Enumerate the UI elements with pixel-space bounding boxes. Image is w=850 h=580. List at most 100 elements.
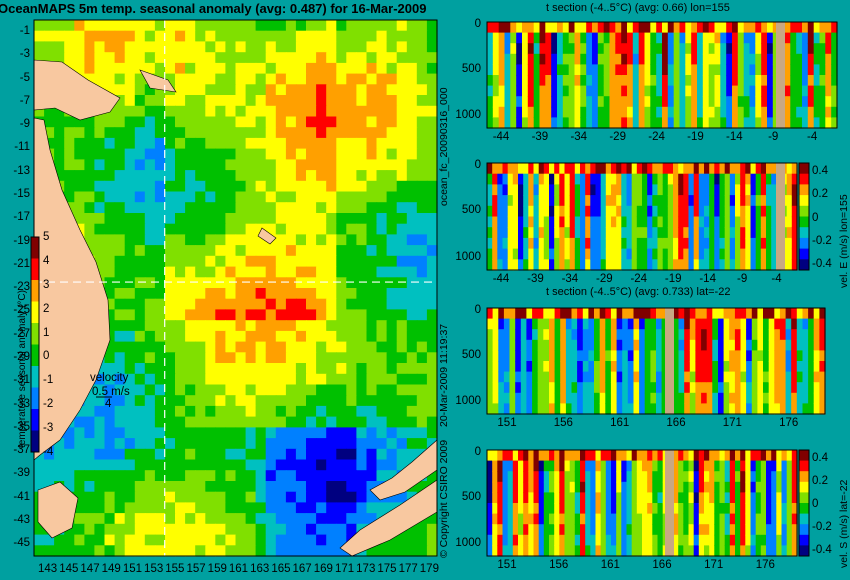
section-cell: [605, 471, 612, 483]
anomaly-cell: [346, 245, 357, 257]
anomaly-cell: [366, 427, 378, 439]
anomaly-cell: [165, 513, 176, 525]
section-cell: [636, 503, 643, 515]
map-y-tick: -7: [19, 94, 30, 107]
section-cell: [657, 460, 664, 472]
anomaly-cell: [245, 159, 257, 171]
section-cell: [492, 339, 499, 351]
section-cell: [610, 308, 618, 320]
anomaly-cell: [84, 416, 96, 428]
section-cell: [492, 503, 498, 515]
anomaly-cell: [346, 148, 357, 160]
anomaly-cell: [426, 373, 438, 386]
anomaly-cell: [326, 320, 337, 332]
section-cell: [657, 205, 664, 218]
anomaly-cell: [366, 309, 378, 321]
section-cell: [695, 329, 702, 341]
section-cell: [569, 450, 576, 462]
section-cell: [559, 513, 566, 525]
anomaly-cell: [386, 62, 398, 75]
section-cell: [779, 382, 787, 394]
anomaly-cell: [295, 202, 307, 214]
anomaly-cell: [124, 95, 136, 107]
section-cell: [657, 248, 664, 260]
section-land-gap: [776, 22, 785, 128]
section-cell: [714, 96, 721, 108]
section-cell: [586, 106, 593, 118]
anomaly-cell: [185, 363, 196, 375]
section-cell: [776, 503, 783, 515]
map-y-tick: -33: [13, 397, 30, 410]
anomaly-cell: [225, 352, 237, 364]
section-cell: [776, 513, 783, 525]
section-cell: [785, 308, 792, 320]
section-cell: [709, 524, 715, 536]
section-cell: [724, 513, 731, 525]
section-cell: [487, 43, 494, 55]
section-cell: [580, 96, 587, 108]
anomaly-cell: [336, 30, 347, 42]
anomaly-cell: [396, 41, 408, 53]
anomaly-cell: [154, 223, 166, 235]
anomaly-cell: [406, 448, 418, 461]
section-cell: [652, 216, 659, 228]
anomaly-cell: [336, 395, 347, 407]
section-cell: [487, 481, 493, 493]
anomaly-cell: [185, 523, 196, 536]
section-cell: [533, 163, 540, 175]
section-cell: [528, 248, 535, 260]
section-cell: [574, 492, 581, 504]
anomaly-cell: [295, 405, 307, 418]
anomaly-cell: [195, 105, 206, 118]
section-cell: [559, 248, 566, 260]
section-cell: [779, 361, 787, 373]
anomaly-cell: [285, 41, 297, 53]
anomaly-cell: [175, 116, 186, 128]
section-cell: [751, 329, 758, 341]
section-cell: [543, 248, 550, 260]
anomaly-cell: [225, 116, 237, 128]
section-cell: [616, 524, 622, 536]
section-cell: [592, 96, 599, 108]
section-cell: [633, 403, 640, 415]
section-cell: [502, 237, 509, 250]
vel-e-colorbar-label: vel. E (m/s) lon=155: [838, 194, 850, 288]
anomaly-cell: [406, 288, 418, 300]
section-cell: [580, 460, 586, 472]
section-cell: [697, 32, 704, 44]
section-cell: [554, 492, 560, 504]
anomaly-cell: [94, 384, 106, 396]
section-cell: [632, 85, 640, 97]
section-cell: [568, 22, 576, 34]
section-cell: [791, 503, 798, 515]
anomaly-cell: [114, 523, 126, 536]
section-cell: [603, 32, 611, 44]
section-cell: [831, 64, 838, 76]
anomaly-cell: [134, 395, 146, 407]
section-cell: [657, 184, 664, 196]
section-cell: [633, 382, 640, 394]
section-cell: [588, 329, 595, 341]
section-cell: [678, 371, 685, 383]
section-cell: [565, 403, 573, 415]
anomaly-cell: [114, 52, 126, 64]
section-cell: [497, 216, 504, 228]
section-cell: [603, 64, 611, 76]
anomaly-cell: [185, 137, 196, 150]
section-cell: [510, 106, 517, 118]
section-cell: [766, 237, 772, 250]
anomaly-cell: [396, 159, 408, 171]
section-cell: [590, 173, 597, 185]
anomaly-cell: [295, 288, 307, 300]
anomaly-cell: [255, 459, 267, 471]
section-cell: [819, 43, 826, 55]
section-cell: [636, 492, 643, 504]
section-cell: [684, 403, 691, 415]
section-cell: [704, 524, 710, 536]
anomaly-cell: [316, 288, 327, 300]
section-cell: [688, 248, 695, 260]
new-caledonia-land: [257, 227, 277, 245]
anomaly-cell: [366, 513, 378, 525]
anomaly-cell: [94, 223, 106, 235]
section-cell: [582, 339, 589, 351]
